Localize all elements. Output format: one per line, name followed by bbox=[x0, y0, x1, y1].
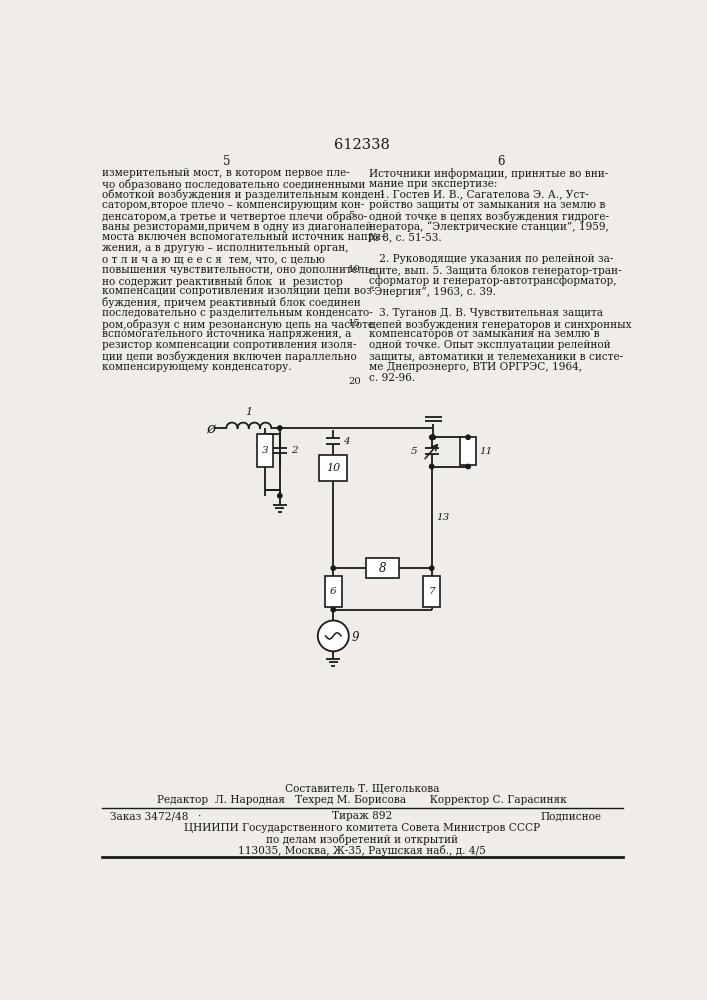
Text: 13: 13 bbox=[436, 513, 450, 522]
Text: 15: 15 bbox=[348, 319, 361, 328]
FancyBboxPatch shape bbox=[460, 437, 476, 465]
Text: 2. Руководящие указания по релейной за-: 2. Руководящие указания по релейной за- bbox=[369, 254, 613, 264]
Text: 10: 10 bbox=[348, 265, 361, 274]
Text: компенсации сопротивления изоляции цепи воз-: компенсации сопротивления изоляции цепи … bbox=[103, 286, 375, 296]
Text: 11: 11 bbox=[479, 447, 492, 456]
Text: Редактор  Л. Народная   Техред М. Борисова       Корректор С. Гарасиняк: Редактор Л. Народная Техред М. Борисова … bbox=[157, 795, 567, 805]
Text: № 8, с. 51-53.: № 8, с. 51-53. bbox=[369, 232, 442, 242]
Text: 9: 9 bbox=[352, 631, 359, 644]
Text: Источники информации, принятые во вни-: Источники информации, принятые во вни- bbox=[369, 168, 608, 179]
Circle shape bbox=[430, 566, 434, 570]
Text: 8: 8 bbox=[379, 562, 386, 575]
Text: ром,образуя с ним резонансную цепь на частоте: ром,образуя с ним резонансную цепь на ча… bbox=[103, 319, 374, 330]
Text: ройство защиты от замыкания на землю в: ройство защиты от замыкания на землю в bbox=[369, 200, 605, 210]
Text: повышения чувствительности, оно дополнитель-: повышения чувствительности, оно дополнит… bbox=[103, 265, 374, 275]
Text: ЦНИИПИ Государственного комитета Совета Министров СССР: ЦНИИПИ Государственного комитета Совета … bbox=[184, 823, 540, 833]
Text: мание при экспертизе:: мание при экспертизе: bbox=[369, 179, 498, 189]
Text: Заказ 3472/48: Заказ 3472/48 bbox=[110, 811, 189, 821]
Text: жения, а в другую – исполнительный орган,: жения, а в другую – исполнительный орган… bbox=[103, 243, 349, 253]
Text: 1. Гостев И. В., Сагателова Э. А., Уст-: 1. Гостев И. В., Сагателова Э. А., Уст- bbox=[369, 189, 588, 199]
Text: сатором,второе плечо – компенсирующим кон-: сатором,второе плечо – компенсирующим ко… bbox=[103, 200, 365, 210]
Text: 5: 5 bbox=[223, 155, 230, 168]
FancyBboxPatch shape bbox=[257, 434, 273, 466]
Text: 1: 1 bbox=[245, 407, 252, 417]
Text: резистор компенсации сопротивления изоля-: резистор компенсации сопротивления изоля… bbox=[103, 340, 357, 350]
Text: с. 92-96.: с. 92-96. bbox=[369, 373, 415, 383]
Text: ме Днепроэнерго, ВТИ ОРГРЭС, 1964,: ме Днепроэнерго, ВТИ ОРГРЭС, 1964, bbox=[369, 362, 582, 372]
Circle shape bbox=[317, 620, 349, 651]
Text: ции цепи возбуждения включен параллельно: ции цепи возбуждения включен параллельно bbox=[103, 351, 357, 362]
Text: моста включен вспомогательный источник напря-: моста включен вспомогательный источник н… bbox=[103, 232, 385, 242]
FancyBboxPatch shape bbox=[423, 576, 440, 607]
Text: последовательно с разделительным конденсато-: последовательно с разделительным конденс… bbox=[103, 308, 373, 318]
Text: 4: 4 bbox=[344, 437, 350, 446]
Text: обмоткой возбуждения и разделительным конден-: обмоткой возбуждения и разделительным ко… bbox=[103, 189, 385, 200]
Text: 2: 2 bbox=[291, 446, 297, 455]
Text: 3: 3 bbox=[262, 446, 269, 455]
Text: ·: · bbox=[197, 811, 201, 821]
Text: 7: 7 bbox=[428, 587, 435, 596]
Circle shape bbox=[466, 464, 470, 469]
Text: 3. Туганов Д. В. Чувствительная защита: 3. Туганов Д. В. Чувствительная защита bbox=[369, 308, 603, 318]
Text: 10: 10 bbox=[326, 463, 340, 473]
Text: 6: 6 bbox=[330, 587, 337, 596]
Text: одной точке. Опыт эксплуатации релейной: одной точке. Опыт эксплуатации релейной bbox=[369, 340, 611, 350]
Text: 5: 5 bbox=[348, 211, 354, 220]
Text: компенсирующему конденсатору.: компенсирующему конденсатору. bbox=[103, 362, 292, 372]
Text: Подписное: Подписное bbox=[540, 811, 602, 821]
Text: 612338: 612338 bbox=[334, 138, 390, 152]
Circle shape bbox=[278, 426, 282, 430]
Text: щите, вып. 5. Защита блоков генератор-тран-: щите, вып. 5. Защита блоков генератор-тр… bbox=[369, 265, 621, 276]
Text: измерительный мост, в котором первое пле-: измерительный мост, в котором первое пле… bbox=[103, 168, 350, 178]
Text: чо образовано последовательно соединенными: чо образовано последовательно соединенны… bbox=[103, 179, 366, 190]
Circle shape bbox=[430, 435, 434, 439]
Text: вспомогательного источника напряжения, а: вспомогательного источника напряжения, а bbox=[103, 329, 351, 339]
FancyBboxPatch shape bbox=[320, 455, 347, 481]
Circle shape bbox=[278, 494, 282, 498]
Text: “Энергия”, 1963, с. 39.: “Энергия”, 1963, с. 39. bbox=[369, 286, 496, 297]
Text: сформатор и генератор-автотрансформатор,: сформатор и генератор-автотрансформатор, bbox=[369, 276, 617, 286]
FancyBboxPatch shape bbox=[366, 558, 399, 578]
Circle shape bbox=[430, 464, 434, 469]
Circle shape bbox=[466, 435, 470, 439]
Text: защиты, автоматики и телемеханики в систе-: защиты, автоматики и телемеханики в сист… bbox=[369, 351, 623, 361]
Text: ваны резисторами,причем в одну из диагоналей: ваны резисторами,причем в одну из диагон… bbox=[103, 222, 373, 232]
Text: компенсаторов от замыкания на землю в: компенсаторов от замыкания на землю в bbox=[369, 329, 600, 339]
Text: 20: 20 bbox=[348, 377, 361, 386]
Circle shape bbox=[331, 608, 335, 612]
Text: ø: ø bbox=[206, 422, 216, 436]
Text: о т л и ч а ю щ е е с я  тем, что, с целью: о т л и ч а ю щ е е с я тем, что, с цель… bbox=[103, 254, 325, 264]
Circle shape bbox=[331, 566, 335, 570]
Text: но содержит реактивный блок  и  резистор: но содержит реактивный блок и резистор bbox=[103, 276, 343, 287]
Text: нератора, “Электрические станции”, 1959,: нератора, “Электрические станции”, 1959, bbox=[369, 222, 609, 232]
Text: Тираж 892: Тираж 892 bbox=[332, 811, 392, 821]
Text: 5: 5 bbox=[411, 447, 418, 456]
Text: 113035, Москва, Ж-35, Раушская наб., д. 4/5: 113035, Москва, Ж-35, Раушская наб., д. … bbox=[238, 845, 486, 856]
Text: денсатором,а третье и четвертое плечи образо-: денсатором,а третье и четвертое плечи об… bbox=[103, 211, 368, 222]
Text: по делам изобретений и открытий: по делам изобретений и открытий bbox=[266, 834, 458, 845]
Text: цепей возбуждения генераторов и синхронных: цепей возбуждения генераторов и синхронн… bbox=[369, 319, 631, 330]
Text: одной точке в цепях возбуждения гидроге-: одной точке в цепях возбуждения гидроге- bbox=[369, 211, 609, 222]
Text: буждения, причем реактивный блок соединен: буждения, причем реактивный блок соедине… bbox=[103, 297, 361, 308]
Text: Составитель Т. Щеголькова: Составитель Т. Щеголькова bbox=[285, 784, 439, 794]
Circle shape bbox=[431, 435, 436, 439]
Text: 6: 6 bbox=[498, 155, 506, 168]
FancyBboxPatch shape bbox=[325, 576, 341, 607]
